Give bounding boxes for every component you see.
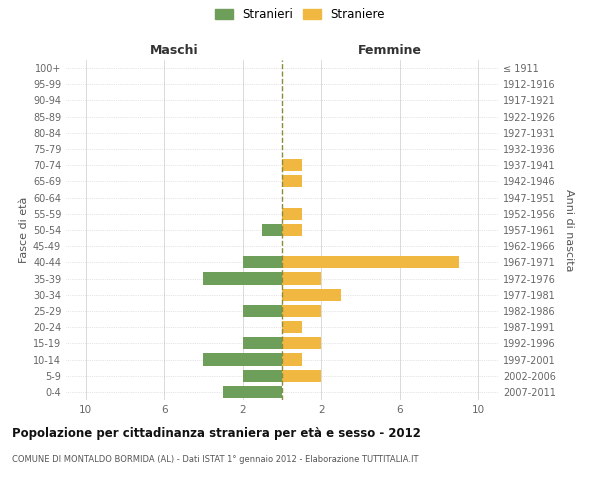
Text: Popolazione per cittadinanza straniera per età e sesso - 2012: Popolazione per cittadinanza straniera p… bbox=[12, 428, 421, 440]
Bar bbox=[282, 272, 321, 284]
Bar bbox=[282, 338, 321, 349]
Y-axis label: Anni di nascita: Anni di nascita bbox=[564, 188, 574, 271]
Text: Femmine: Femmine bbox=[358, 44, 422, 57]
Bar bbox=[243, 256, 282, 268]
Bar bbox=[282, 176, 302, 188]
Bar bbox=[282, 305, 321, 317]
Text: COMUNE DI MONTALDO BORMIDA (AL) - Dati ISTAT 1° gennaio 2012 - Elaborazione TUTT: COMUNE DI MONTALDO BORMIDA (AL) - Dati I… bbox=[12, 455, 419, 464]
Bar bbox=[203, 272, 282, 284]
Bar bbox=[282, 370, 321, 382]
Bar bbox=[243, 338, 282, 349]
Y-axis label: Fasce di età: Fasce di età bbox=[19, 197, 29, 263]
Bar bbox=[282, 354, 302, 366]
Legend: Stranieri, Straniere: Stranieri, Straniere bbox=[215, 8, 385, 22]
Bar bbox=[243, 305, 282, 317]
Bar bbox=[282, 224, 302, 236]
Bar bbox=[203, 354, 282, 366]
Bar bbox=[282, 321, 302, 333]
Bar bbox=[282, 159, 302, 172]
Bar bbox=[282, 256, 459, 268]
Text: Maschi: Maschi bbox=[149, 44, 199, 57]
Bar bbox=[282, 208, 302, 220]
Bar bbox=[223, 386, 282, 398]
Bar bbox=[243, 370, 282, 382]
Bar bbox=[262, 224, 282, 236]
Bar bbox=[282, 288, 341, 301]
